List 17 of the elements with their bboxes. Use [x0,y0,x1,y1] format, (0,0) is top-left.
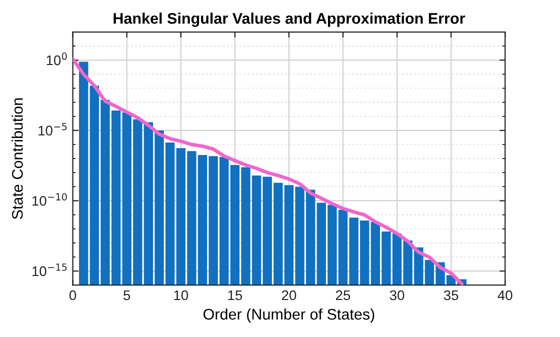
x-tick-label: 20 [282,290,296,300]
x-tick-label: 40 [498,290,512,300]
y-axis-title: State Contribution [12,98,23,220]
y-tick-label: 10$^{−15}$ [32,264,67,276]
line-series [72,57,464,286]
y-tick-label: 10$^{−10}$ [32,193,67,206]
y-tick-label: 10$^{0}$ [46,52,67,66]
x-tick-label: 15 [228,290,242,300]
x-axis-title: Order (Number of States) [204,308,374,323]
x-tick-label: 35 [444,290,458,300]
y-tick-label: 10$^{−5}$ [38,122,67,136]
x-tick-label: 25 [336,290,350,300]
x-tick-label: 30 [390,290,404,300]
x-tick-label: 0 [69,290,76,300]
x-tick-label: 10 [174,290,188,300]
chart-title: Hankel Singular Values and Approximation Error [114,12,466,27]
x-tick-label: 5 [124,290,130,300]
